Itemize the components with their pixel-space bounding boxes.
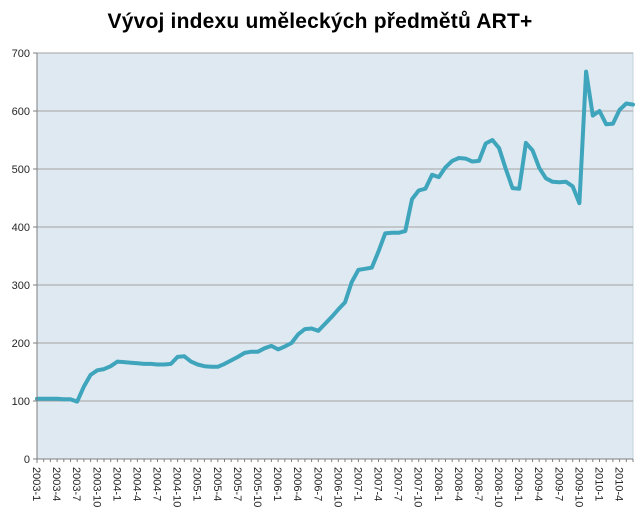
y-tick-label: 0 [24,454,30,466]
x-tick-label: 2007-7 [392,467,404,501]
x-tick-label: 2009-4 [532,467,544,501]
x-tick-label: 2007-4 [372,467,384,501]
x-tick-label: 2005-7 [231,467,243,501]
x-tick-label: 2010-4 [613,467,625,501]
x-tick-label: 2005-4 [211,467,223,501]
x-tick-label: 2006-1 [271,467,283,501]
x-tick-label: 2005-10 [251,467,263,507]
x-tick-label: 2010-1 [593,467,605,501]
x-tick-label: 2003-10 [90,467,102,507]
y-tick-label: 400 [12,222,30,234]
series-line [35,69,635,404]
x-tick-label: 2003-1 [30,467,42,501]
x-tick-label: 2003-7 [70,467,82,501]
x-tick-label: 2008-10 [492,467,504,507]
x-tick-label: 2004-7 [151,467,163,501]
x-tick-label: 2009-1 [512,467,524,501]
x-tick-label: 2009-10 [572,467,584,507]
x-tick-label: 2009-7 [552,467,564,501]
y-tick-label: 200 [12,338,30,350]
x-tick-label: 2006-7 [311,467,323,501]
y-tick-label: 700 [12,48,30,60]
chart-title: Vývoj indexu uměleckých předmětů ART+ [107,10,533,33]
plot-area [36,52,634,460]
x-tick-label: 2007-1 [351,467,363,501]
y-tick-label: 300 [12,280,30,292]
y-tick-label: 100 [12,396,30,408]
x-tick-label: 2004-4 [130,467,142,501]
x-tick-label: 2007-10 [412,467,424,507]
x-tick-label: 2003-4 [50,467,62,501]
x-tick-label: 2008-7 [472,467,484,501]
y-tick-label: 600 [12,106,30,118]
x-tick-label: 2004-10 [171,467,183,507]
x-tick-label: 2006-10 [331,467,343,507]
x-tick-label: 2006-4 [291,467,303,501]
y-tick-label: 500 [12,164,30,176]
x-tick-label: 2008-4 [452,467,464,501]
x-tick-label: 2004-1 [110,467,122,501]
x-tick-label: 2005-1 [191,467,203,501]
x-tick-label: 2008-1 [432,467,444,501]
